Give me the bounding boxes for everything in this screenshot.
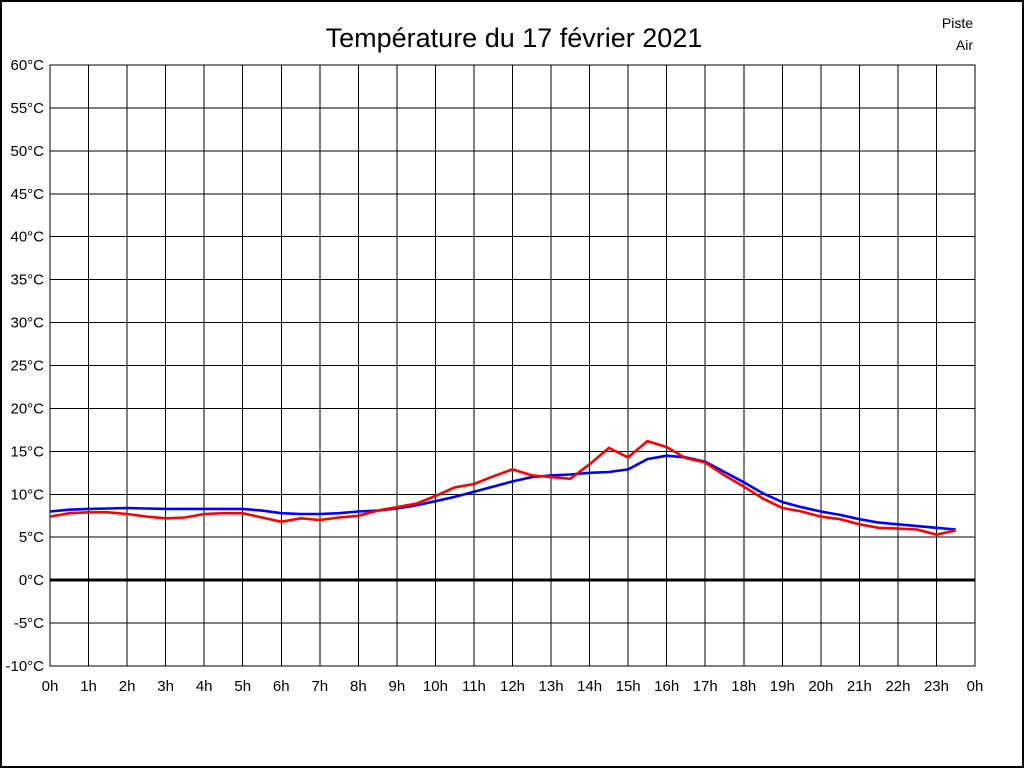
y-axis-labels: 60°C 55°C 50°C 45°C 40°C 35°C 30°C 25°C 20°C 15°C…: [5, 57, 44, 675]
y-tick-label: 20°C: [10, 400, 44, 417]
y-tick-label: 45°C: [10, 186, 44, 203]
chart-title: Température du 17 février 2021: [326, 23, 703, 53]
x-tick-label: 10h: [423, 678, 448, 695]
x-tick-label: 14h: [577, 678, 602, 695]
legend-piste-label: Piste: [942, 15, 973, 31]
x-tick-label: 22h: [885, 678, 910, 695]
x-tick-label: 9h: [389, 678, 406, 695]
x-tick-label: 8h: [350, 678, 367, 695]
y-tick-label: 55°C: [10, 100, 44, 117]
y-tick-label: -5°C: [14, 615, 44, 632]
x-tick-label: 19h: [770, 678, 795, 695]
y-tick-label: -10°C: [5, 658, 44, 675]
x-tick-label: 5h: [234, 678, 251, 695]
x-tick-label: 2h: [119, 678, 136, 695]
x-tick-label: 18h: [731, 678, 756, 695]
x-tick-label: 0h: [42, 678, 59, 695]
legend-air-label: Air: [956, 37, 973, 53]
y-tick-label: 30°C: [10, 315, 44, 332]
x-tick-label: 16h: [654, 678, 679, 695]
x-tick-label: 1h: [80, 678, 97, 695]
y-tick-label: 5°C: [19, 529, 44, 546]
y-tick-label: 0°C: [19, 572, 44, 589]
x-tick-label: 15h: [616, 678, 641, 695]
y-tick-label: 25°C: [10, 358, 44, 375]
x-tick-label: 13h: [539, 678, 564, 695]
x-tick-label: 7h: [311, 678, 328, 695]
y-tick-label: 50°C: [10, 143, 44, 160]
x-tick-label: 21h: [847, 678, 872, 695]
y-tick-label: 15°C: [10, 443, 44, 460]
x-tick-label: 12h: [500, 678, 525, 695]
x-tick-label: 3h: [157, 678, 174, 695]
y-tick-label: 35°C: [10, 272, 44, 289]
x-tick-label: 20h: [808, 678, 833, 695]
y-tick-label: 10°C: [10, 486, 44, 503]
x-tick-label: 17h: [693, 678, 718, 695]
x-tick-label: 0h: [967, 678, 984, 695]
x-axis-labels: 0h 1h 2h 3h 4h 5h 6h 7h 8h 9h 10h 11h 12h 13h 14h 15h 16…: [42, 678, 984, 695]
plot-frame: [49, 64, 976, 667]
piste-series-line: [49, 439, 956, 536]
y-tick-label: 60°C: [10, 57, 44, 74]
x-tick-label: 4h: [196, 678, 213, 695]
x-tick-label: 6h: [273, 678, 290, 695]
grid-lines: [49, 64, 976, 667]
x-tick-label: 23h: [924, 678, 949, 695]
x-tick-label: 11h: [462, 678, 486, 695]
air-series-line: [49, 454, 956, 531]
y-tick-label: 40°C: [10, 229, 44, 246]
